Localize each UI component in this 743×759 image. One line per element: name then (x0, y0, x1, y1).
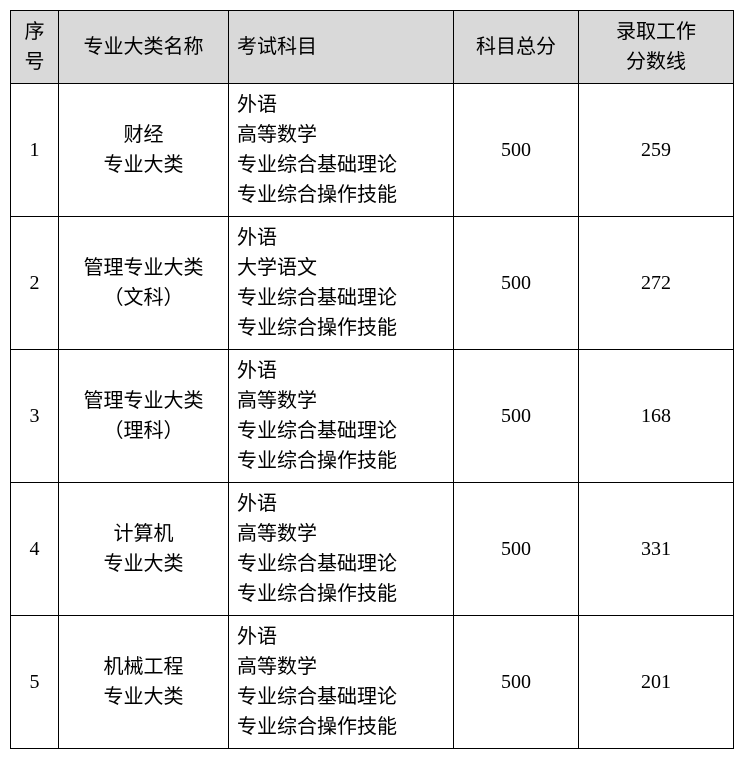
cell-total: 500 (454, 350, 579, 483)
subject-line: 专业综合操作技能 (237, 579, 445, 609)
cell-major: 财经专业大类 (59, 84, 229, 217)
major-line: 专业大类 (67, 150, 220, 180)
cell-cutoff: 272 (579, 217, 734, 350)
cell-cutoff: 201 (579, 616, 734, 749)
cell-seq: 4 (11, 483, 59, 616)
major-line: 专业大类 (67, 549, 220, 579)
subject-line: 外语 (237, 489, 445, 519)
subject-line: 高等数学 (237, 120, 445, 150)
subject-line: 高等数学 (237, 386, 445, 416)
cell-total: 500 (454, 616, 579, 749)
table-row: 4计算机专业大类外语高等数学专业综合基础理论专业综合操作技能500331 (11, 483, 734, 616)
subject-line: 高等数学 (237, 652, 445, 682)
cell-major: 管理专业大类（文科） (59, 217, 229, 350)
col-header-subjects: 考试科目 (229, 11, 454, 84)
major-line: 计算机 (67, 519, 220, 549)
cell-major: 管理专业大类（理科） (59, 350, 229, 483)
major-line: 管理专业大类 (67, 386, 220, 416)
subject-line: 外语 (237, 356, 445, 386)
cell-cutoff: 259 (579, 84, 734, 217)
table-header: 序 号 专业大类名称 考试科目 科目总分 录取工作 分数线 (11, 11, 734, 84)
subject-line: 专业综合操作技能 (237, 712, 445, 742)
header-seq-line1: 序 (19, 17, 50, 47)
cell-seq: 2 (11, 217, 59, 350)
major-line: 专业大类 (67, 682, 220, 712)
subject-line: 专业综合基础理论 (237, 283, 445, 313)
subject-line: 专业综合操作技能 (237, 313, 445, 343)
col-header-major: 专业大类名称 (59, 11, 229, 84)
cell-cutoff: 331 (579, 483, 734, 616)
col-header-total: 科目总分 (454, 11, 579, 84)
col-header-seq: 序 号 (11, 11, 59, 84)
subject-line: 专业综合基础理论 (237, 682, 445, 712)
cell-total: 500 (454, 217, 579, 350)
table-row: 2管理专业大类（文科）外语大学语文专业综合基础理论专业综合操作技能500272 (11, 217, 734, 350)
subject-line: 专业综合基础理论 (237, 549, 445, 579)
major-line: 财经 (67, 120, 220, 150)
cell-major: 计算机专业大类 (59, 483, 229, 616)
subject-line: 专业综合操作技能 (237, 180, 445, 210)
header-row: 序 号 专业大类名称 考试科目 科目总分 录取工作 分数线 (11, 11, 734, 84)
cell-seq: 1 (11, 84, 59, 217)
table-row: 3管理专业大类（理科）外语高等数学专业综合基础理论专业综合操作技能500168 (11, 350, 734, 483)
subject-line: 专业综合基础理论 (237, 150, 445, 180)
subject-line: 外语 (237, 622, 445, 652)
subject-line: 外语 (237, 90, 445, 120)
header-cutoff-line2: 分数线 (587, 47, 725, 77)
cell-major: 机械工程专业大类 (59, 616, 229, 749)
subject-line: 专业综合操作技能 (237, 446, 445, 476)
cell-cutoff: 168 (579, 350, 734, 483)
cell-subjects: 外语高等数学专业综合基础理论专业综合操作技能 (229, 616, 454, 749)
subject-line: 大学语文 (237, 253, 445, 283)
cell-total: 500 (454, 84, 579, 217)
subject-line: 外语 (237, 223, 445, 253)
cell-seq: 5 (11, 616, 59, 749)
cell-subjects: 外语高等数学专业综合基础理论专业综合操作技能 (229, 483, 454, 616)
cell-seq: 3 (11, 350, 59, 483)
subject-line: 高等数学 (237, 519, 445, 549)
cell-subjects: 外语大学语文专业综合基础理论专业综合操作技能 (229, 217, 454, 350)
major-line: 机械工程 (67, 652, 220, 682)
header-seq-line2: 号 (19, 47, 50, 77)
table-row: 5机械工程专业大类外语高等数学专业综合基础理论专业综合操作技能500201 (11, 616, 734, 749)
cell-total: 500 (454, 483, 579, 616)
col-header-cutoff: 录取工作 分数线 (579, 11, 734, 84)
header-cutoff-line1: 录取工作 (587, 17, 725, 47)
cell-subjects: 外语高等数学专业综合基础理论专业综合操作技能 (229, 84, 454, 217)
admissions-table: 序 号 专业大类名称 考试科目 科目总分 录取工作 分数线 1财经专业大类外语高… (10, 10, 734, 749)
table-body: 1财经专业大类外语高等数学专业综合基础理论专业综合操作技能5002592管理专业… (11, 84, 734, 749)
major-line: 管理专业大类 (67, 253, 220, 283)
major-line: （理科） (67, 416, 220, 446)
major-line: （文科） (67, 283, 220, 313)
table-row: 1财经专业大类外语高等数学专业综合基础理论专业综合操作技能500259 (11, 84, 734, 217)
cell-subjects: 外语高等数学专业综合基础理论专业综合操作技能 (229, 350, 454, 483)
subject-line: 专业综合基础理论 (237, 416, 445, 446)
